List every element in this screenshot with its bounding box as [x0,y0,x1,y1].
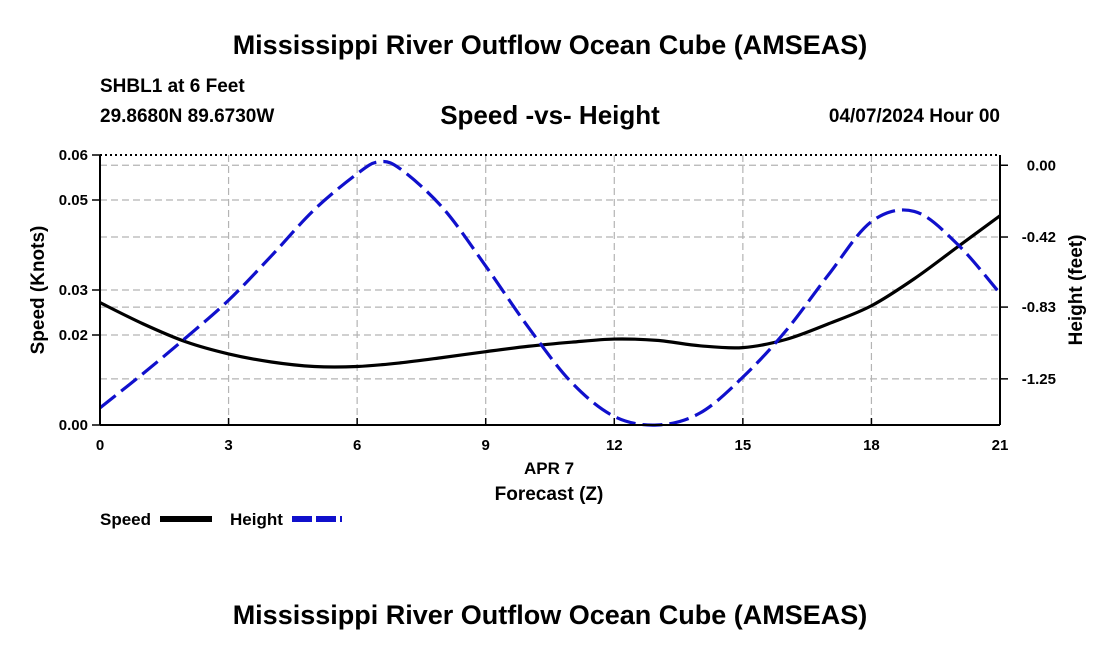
y2-tick-label: 0.00 [1027,157,1056,174]
x-tick-label: 21 [992,437,1009,454]
axis-ticks: 0 3 6 9 12 15 18 21 0.00 0.02 0.03 0.05 0.06 0.00 -0.4… [59,147,1056,454]
y2-tick-label: -0.42 [1022,229,1056,246]
chart: 0 3 6 9 12 15 18 21 0.00 0.02 0.03 0.05 0.06 0.00 -0.4… [28,147,1087,505]
speed-line [99,214,1001,369]
y-tick-label: 0.02 [59,327,88,344]
legend-speed-swatch [160,516,212,522]
x-tick-label: 6 [353,437,361,454]
x-tick-label: 0 [96,437,104,454]
y-tick-label: 0.05 [59,192,88,209]
legend-speed-label: Speed [100,510,152,529]
coordinates-label: 29.8680N 89.6730W [100,106,275,127]
legend-height-swatch [292,516,342,522]
legend-height-label: Height [230,510,283,529]
datetime-label: 04/07/2024 Hour 00 [828,106,1000,127]
x-axis-title: Forecast (Z) [495,484,604,505]
x-tick-label: 15 [735,437,752,454]
grid-lines [100,155,1000,425]
x-tick-label: 3 [224,437,232,454]
x-axis-date-label: APR 7 [524,459,574,478]
x-tick-label: 18 [863,437,880,454]
x-tick-label: 12 [606,437,623,454]
y2-axis-title: Height (feet) [1066,235,1087,346]
x-tick-label: 9 [482,437,490,454]
height-series [99,159,1002,427]
y2-tick-label: -0.83 [1022,299,1056,316]
chart-title: Speed -vs- Height [440,100,660,130]
station-label: SHBL1 at 6 Feet [100,76,245,97]
y-tick-label: 0.06 [59,147,88,164]
main-title: Mississippi River Outflow Ocean Cube (AM… [232,30,868,60]
y-tick-label: 0.00 [59,417,88,434]
speed-series [99,214,1001,369]
height-line [99,159,1002,427]
y2-tick-label: -1.25 [1022,371,1056,388]
footer-title: Mississippi River Outflow Ocean Cube (AM… [232,600,868,630]
y-axis-title: Speed (Knots) [28,226,49,355]
y-tick-label: 0.03 [59,282,88,299]
